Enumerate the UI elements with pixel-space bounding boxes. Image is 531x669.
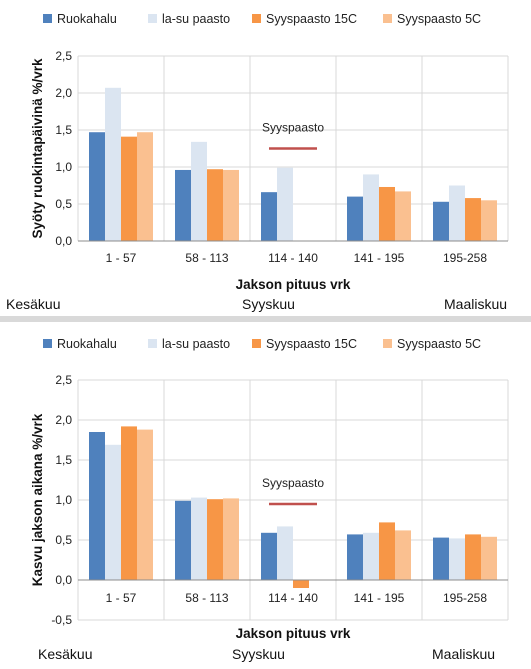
legend-swatch-ruokahalu [43,339,52,348]
bar-la-su-paasto-3 [363,174,379,241]
bar-ruokahalu-4 [433,201,449,241]
x-axis-title: Jakson pituus vrk [236,277,351,292]
month-label-kes-kuu: Kesäkuu [6,296,60,312]
y-tick-label: 0,5 [55,197,72,211]
x-tick-label: 58 - 113 [185,251,228,265]
x-tick-label: 195-258 [443,591,487,605]
legend-label-syyspaasto-15c: Syyspaasto 15C [266,12,357,26]
bar-syyspaasto-5c-3 [395,191,411,241]
legend-swatch-ruokahalu [43,14,52,23]
bar-syyspaasto-5c-1 [223,169,239,241]
y-tick-label: -0,5 [51,613,72,627]
y-tick-label: 1,5 [55,453,72,467]
bar-syyspaasto-15c-0 [121,426,137,580]
x-tick-label: 114 - 140 [268,251,318,265]
y-tick-label: 1,5 [55,123,72,137]
legend-label-ruokahalu: Ruokahalu [57,337,117,351]
x-tick-label: 58 - 113 [185,591,228,605]
bar-la-su-paasto-1 [191,141,207,241]
panel-separator [0,316,531,322]
bar-syyspaasto-15c-2 [293,580,309,588]
y-tick-label: 1,0 [55,160,72,174]
annotation-label: Syyspaasto [262,121,324,135]
month-label-maaliskuu: Maaliskuu [432,646,495,662]
bar-ruokahalu-2 [261,532,277,580]
y-tick-label: 2,5 [55,373,72,387]
bar-ruokahalu-3 [347,196,363,241]
y-tick-label: 1,0 [55,493,72,507]
annotation-label: Syyspaasto [262,476,324,490]
bar-syyspaasto-15c-0 [121,136,137,241]
chart-panel-growth: -0,5 0,0 0,5 1,0 1,5 2,0 2,5 1 - 57 58 - 113 114 … [0,322,531,664]
x-tick-label: 141 - 195 [354,591,405,605]
bar-la-su-paasto-1 [191,497,207,580]
x-tick-label: 141 - 195 [354,251,405,265]
month-label-kes-kuu: Kesäkuu [38,646,92,662]
bar-ruokahalu-4 [433,537,449,580]
legend-swatch-syyspaasto-15c [252,14,261,23]
x-tick-label: 1 - 57 [106,251,137,265]
chart-growth-svg: -0,5 0,0 0,5 1,0 1,5 2,0 2,5 1 - 57 58 - 113 114 … [30,337,509,662]
chart-feed-svg: 0,0 0,5 1,0 1,5 2,0 2,5 1 - 57 58 - 113 114 - 14… [6,12,509,312]
bar-syyspaasto-15c-3 [379,186,395,241]
bar-ruokahalu-3 [347,534,363,580]
legend-label-la-su-paasto: la-su paasto [162,12,230,26]
legend-label-syyspaasto-5c: Syyspaasto 5C [397,337,481,351]
bar-syyspaasto-15c-3 [379,522,395,580]
x-tick-label: 1 - 57 [106,591,137,605]
legend-label-ruokahalu: Ruokahalu [57,12,117,26]
legend-swatch-syyspaasto-5c [383,339,392,348]
x-tick-label: 114 - 140 [268,591,318,605]
y-tick-label: 0,0 [55,573,72,587]
bar-syyspaasto-5c-4 [481,536,497,580]
y-tick-label: 0,0 [55,234,72,248]
bar-la-su-paasto-4 [449,538,465,580]
bar-la-su-paasto-2 [277,167,293,241]
month-label-maaliskuu: Maaliskuu [444,296,507,312]
bar-syyspaasto-5c-0 [137,429,153,580]
x-tick-label: 195-258 [443,251,487,265]
bar-la-su-paasto-2 [277,526,293,580]
bar-ruokahalu-1 [175,500,191,580]
bar-syyspaasto-5c-3 [395,530,411,580]
month-label-syyskuu: Syyskuu [242,296,295,312]
y-tick-label: 2,5 [55,49,72,63]
bar-la-su-paasto-0 [105,444,121,580]
legend-swatch-syyspaasto-15c [252,339,261,348]
y-tick-label: 0,5 [55,533,72,547]
y-axis-title: Syöty ruokintapäivinä %/vrk [30,58,45,239]
bar-syyspaasto-5c-4 [481,200,497,241]
bar-syyspaasto-15c-4 [465,198,481,241]
bar-ruokahalu-2 [261,192,277,241]
bar-syyspaasto-15c-1 [207,499,223,580]
bar-syyspaasto-15c-1 [207,169,223,241]
legend-label-la-su-paasto: la-su paasto [162,337,230,351]
y-tick-label: 2,0 [55,413,72,427]
bar-syyspaasto-15c-4 [465,534,481,580]
month-label-syyskuu: Syyskuu [232,646,285,662]
bar-ruokahalu-1 [175,169,191,241]
bar-syyspaasto-5c-0 [137,132,153,241]
legend-label-syyspaasto-15c: Syyspaasto 15C [266,337,357,351]
x-axis-title: Jakson pituus vrk [236,626,351,641]
legend-swatch-syyspaasto-5c [383,14,392,23]
bar-ruokahalu-0 [89,132,105,241]
bar-la-su-paasto-4 [449,185,465,241]
legend-label-syyspaasto-5c: Syyspaasto 5C [397,12,481,26]
y-axis-title: Kasvu jakson aikana %/vrk [30,413,45,586]
bar-la-su-paasto-0 [105,87,121,241]
legend-swatch-la-su-paasto [148,14,157,23]
bar-ruokahalu-0 [89,432,105,580]
chart-panel-feed: 0,0 0,5 1,0 1,5 2,0 2,5 1 - 57 58 - 113 114 - 14… [0,0,531,322]
legend-swatch-la-su-paasto [148,339,157,348]
bar-syyspaasto-5c-1 [223,498,239,580]
y-tick-label: 2,0 [55,86,72,100]
bar-la-su-paasto-3 [363,532,379,580]
